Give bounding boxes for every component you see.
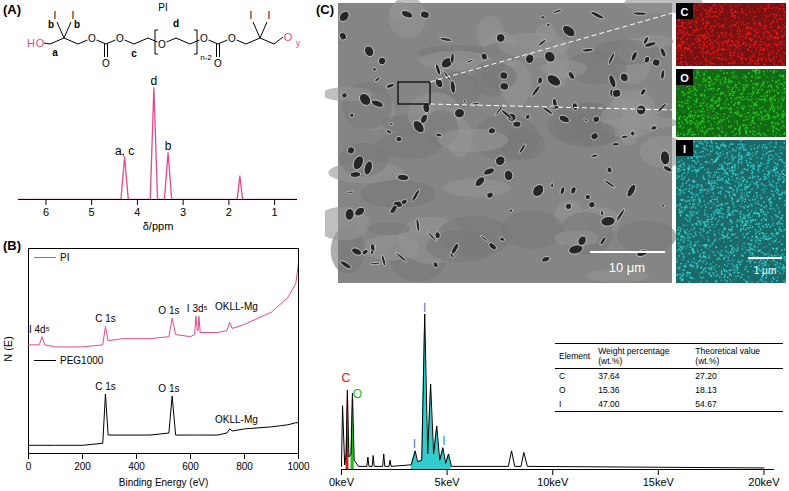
- svg-text:c: c: [131, 48, 137, 59]
- svg-text:PI: PI: [158, 2, 167, 13]
- svg-text:a, c: a, c: [115, 144, 134, 158]
- svg-text:C: C: [341, 371, 350, 385]
- html-text:PI: PI: [60, 252, 70, 263]
- svg-text:C 1s: C 1s: [95, 313, 116, 324]
- html-text:C: C: [559, 371, 566, 381]
- svg-text:200: 200: [74, 461, 91, 472]
- html-text:37.64: 37.64: [598, 371, 620, 381]
- html-text:(A): (A): [3, 2, 21, 17]
- svg-text:600: 600: [182, 461, 199, 472]
- svg-text:1 μm: 1 μm: [754, 265, 776, 276]
- svg-text:b: b: [48, 19, 54, 30]
- svg-text:d: d: [151, 74, 158, 88]
- html-text:Weight percentage (wt.%): Weight percentage (wt.%): [598, 346, 670, 366]
- html-text:(B): (B): [3, 238, 21, 253]
- svg-text:I: I: [423, 301, 426, 315]
- svg-text:n-2: n-2: [200, 53, 212, 62]
- svg-text:O: O: [102, 58, 110, 69]
- svg-text:I: I: [53, 10, 57, 21]
- svg-text:1: 1: [272, 206, 278, 218]
- svg-text:O: O: [88, 33, 96, 44]
- html-text:27.20: 27.20: [695, 371, 717, 381]
- svg-text:I: I: [413, 437, 416, 451]
- svg-text:OKLL-Mg: OKLL-Mg: [215, 301, 258, 312]
- svg-text:O: O: [228, 33, 236, 44]
- svg-text:10 μm: 10 μm: [609, 260, 645, 275]
- html-text:Element: Element: [559, 351, 591, 361]
- html-text:54.67: 54.67: [695, 399, 717, 409]
- html-text:18.13: 18.13: [695, 385, 717, 395]
- svg-text:1000: 1000: [287, 461, 310, 472]
- svg-text:0: 0: [26, 461, 32, 472]
- svg-text:O: O: [158, 39, 166, 50]
- html-text:Theoretical value (wt.%): Theoretical value (wt.%): [695, 346, 761, 366]
- svg-text:800: 800: [236, 461, 253, 472]
- svg-text:C 1s: C 1s: [95, 381, 116, 392]
- svg-text:O: O: [284, 31, 293, 43]
- svg-text:400: 400: [128, 461, 145, 472]
- svg-text:a: a: [52, 47, 58, 58]
- svg-text:O: O: [200, 33, 208, 44]
- svg-text:O: O: [116, 33, 124, 44]
- svg-text:C: C: [681, 6, 689, 18]
- svg-text:2: 2: [226, 206, 232, 218]
- html-text:PEG1000: PEG1000: [60, 354, 104, 366]
- svg-text:O: O: [353, 387, 362, 401]
- svg-text:b: b: [165, 139, 172, 153]
- svg-text:20keV: 20keV: [748, 476, 780, 488]
- html-text:47.00: 47.00: [598, 399, 620, 409]
- svg-text:5keV: 5keV: [435, 476, 461, 488]
- svg-text:I: I: [683, 143, 686, 155]
- html-text:I: I: [559, 399, 562, 409]
- svg-text:I: I: [268, 10, 271, 21]
- svg-text:6: 6: [43, 206, 49, 218]
- svg-text:O 1s: O 1s: [158, 383, 179, 394]
- svg-text:Binding Energy (eV): Binding Energy (eV): [119, 477, 209, 488]
- svg-text:I: I: [442, 434, 445, 448]
- svg-text:I: I: [71, 10, 75, 21]
- svg-text:0keV: 0keV: [329, 476, 355, 488]
- svg-text:O: O: [214, 58, 222, 69]
- svg-text:H: H: [27, 37, 35, 49]
- svg-text:d: d: [173, 18, 179, 29]
- svg-text:I 3d⁵: I 3d⁵: [187, 303, 208, 314]
- html-text:(C): (C): [316, 2, 334, 17]
- svg-text:b: b: [74, 19, 80, 30]
- svg-text:δ/ppm: δ/ppm: [143, 220, 174, 232]
- html-text:N (E): N (E): [2, 335, 14, 362]
- svg-text:I: I: [250, 10, 253, 21]
- svg-text:5: 5: [89, 206, 95, 218]
- svg-text:10keV: 10keV: [537, 476, 569, 488]
- html-text:O: O: [559, 385, 566, 395]
- svg-text:4: 4: [134, 206, 140, 218]
- svg-text:O: O: [680, 72, 689, 84]
- svg-text:O: O: [36, 37, 45, 49]
- svg-text:15keV: 15keV: [643, 476, 675, 488]
- svg-text:3: 3: [180, 206, 186, 218]
- svg-text:I 4d⁵: I 4d⁵: [29, 324, 50, 335]
- html-text:15.36: 15.36: [598, 385, 620, 395]
- svg-text:y: y: [296, 38, 301, 48]
- svg-text:O 1s: O 1s: [158, 305, 179, 316]
- svg-text:OKLL-Mg: OKLL-Mg: [215, 414, 258, 425]
